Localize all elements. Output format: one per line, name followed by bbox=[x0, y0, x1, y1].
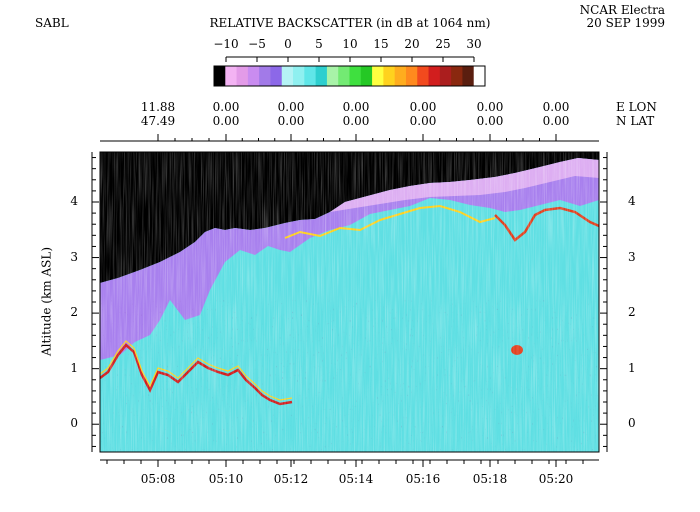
colorbar-swatch bbox=[315, 66, 328, 86]
altitude-tick-label-left: 3 bbox=[70, 249, 78, 264]
colorbar-swatch bbox=[428, 66, 441, 86]
colorbar-swatch bbox=[304, 66, 317, 86]
nav-axis-ticks bbox=[157, 134, 557, 141]
colorbar-swatch bbox=[236, 66, 249, 86]
colorbar-swatch bbox=[405, 66, 418, 86]
colorbar-swatch bbox=[259, 66, 271, 86]
colorbar-swatch bbox=[293, 66, 305, 86]
lat-value: 47.49 bbox=[140, 114, 176, 128]
colorbar-tick-label: 30 bbox=[466, 37, 482, 51]
colorbar-swatch bbox=[349, 66, 362, 86]
colorbar bbox=[213, 65, 486, 87]
colorbar-swatch bbox=[247, 66, 260, 86]
colorbar-swatch bbox=[214, 66, 226, 86]
time-tick-label: 05:12 bbox=[273, 472, 309, 486]
lon-value: 0.00 bbox=[542, 100, 570, 114]
colorbar-frame bbox=[213, 65, 486, 87]
colorbar-swatch bbox=[394, 66, 407, 86]
time-tick-label: 05:14 bbox=[338, 472, 374, 486]
date-label: 20 SEP 1999 bbox=[586, 16, 666, 30]
colorbar-tick-label: 25 bbox=[435, 37, 451, 51]
colorbar-swatch bbox=[439, 66, 452, 86]
altitude-tick-label-right: 1 bbox=[628, 360, 636, 375]
lat-axis-label: N LAT bbox=[616, 114, 655, 128]
lon-value: 11.88 bbox=[140, 100, 176, 114]
noise-speckle bbox=[100, 300, 599, 452]
colorbar-swatch bbox=[270, 66, 283, 86]
colorbar-swatch bbox=[281, 66, 294, 86]
colorbar-swatch bbox=[225, 66, 237, 86]
colorbar-tick-label: −5 bbox=[248, 37, 266, 51]
altitude-tick-label-right: 0 bbox=[628, 416, 636, 431]
colorbar-title: RELATIVE BACKSCATTER (in dB at 1064 nm) bbox=[209, 16, 491, 30]
platform-label: NCAR Electra bbox=[579, 3, 665, 17]
lon-axis-label: E LON bbox=[616, 100, 657, 114]
lon-value: 0.00 bbox=[476, 100, 504, 114]
lon-value: 0.00 bbox=[409, 100, 437, 114]
colorbar-tick-label: 15 bbox=[373, 37, 389, 51]
lat-value: 0.00 bbox=[342, 114, 370, 128]
time-tick-label: 05:18 bbox=[472, 472, 508, 486]
colorbar-swatch bbox=[338, 66, 350, 86]
altitude-tick-label-left: 1 bbox=[70, 360, 78, 375]
altitude-tick-label-left: 0 bbox=[70, 416, 78, 431]
lon-value: 0.00 bbox=[342, 100, 370, 114]
altitude-tick-label-right: 2 bbox=[628, 305, 636, 320]
colorbar-ticks bbox=[225, 56, 475, 62]
time-tick-label: 05:08 bbox=[140, 472, 176, 486]
y-axis-label: Altitude (km ASL) bbox=[39, 247, 54, 356]
instrument-label: SABL bbox=[35, 16, 69, 30]
colorbar-tick-label: 5 bbox=[315, 37, 323, 51]
lon-value: 0.00 bbox=[277, 100, 305, 114]
colorbar-tick-label: 10 bbox=[342, 37, 358, 51]
time-axis-ticks bbox=[106, 460, 584, 467]
time-tick-label: 05:16 bbox=[405, 472, 441, 486]
altitude-ticks bbox=[92, 157, 607, 447]
altitude-tick-label-right: 4 bbox=[628, 194, 636, 208]
colorbar-tick-label: 0 bbox=[284, 37, 292, 51]
colorbar-swatch bbox=[462, 66, 475, 86]
lat-value: 0.00 bbox=[277, 114, 305, 128]
colorbar-tick-label: 20 bbox=[404, 37, 420, 51]
lat-value: 0.00 bbox=[476, 114, 504, 128]
backscatter-heatmap bbox=[100, 152, 599, 452]
colorbar-swatch bbox=[326, 66, 339, 86]
colorbar-swatch bbox=[383, 66, 396, 86]
colorbar-swatch bbox=[451, 66, 463, 86]
colorbar-swatch bbox=[360, 66, 373, 86]
altitude-tick-label-left: 4 bbox=[70, 194, 78, 208]
colorbar-swatch bbox=[417, 66, 429, 86]
colorbar-swatch bbox=[372, 66, 384, 86]
lat-value: 0.00 bbox=[212, 114, 240, 128]
lon-value: 0.00 bbox=[212, 100, 240, 114]
time-tick-label: 05:20 bbox=[538, 472, 574, 486]
plot-frame bbox=[99, 151, 600, 453]
colorbar-swatch bbox=[473, 66, 486, 86]
time-tick-label: 05:10 bbox=[208, 472, 244, 486]
lat-value: 0.00 bbox=[409, 114, 437, 128]
lat-value: 0.00 bbox=[542, 114, 570, 128]
altitude-tick-label-left: 2 bbox=[70, 305, 78, 320]
colorbar-tick-label: −10 bbox=[213, 37, 239, 51]
altitude-tick-label-right: 3 bbox=[628, 249, 636, 264]
